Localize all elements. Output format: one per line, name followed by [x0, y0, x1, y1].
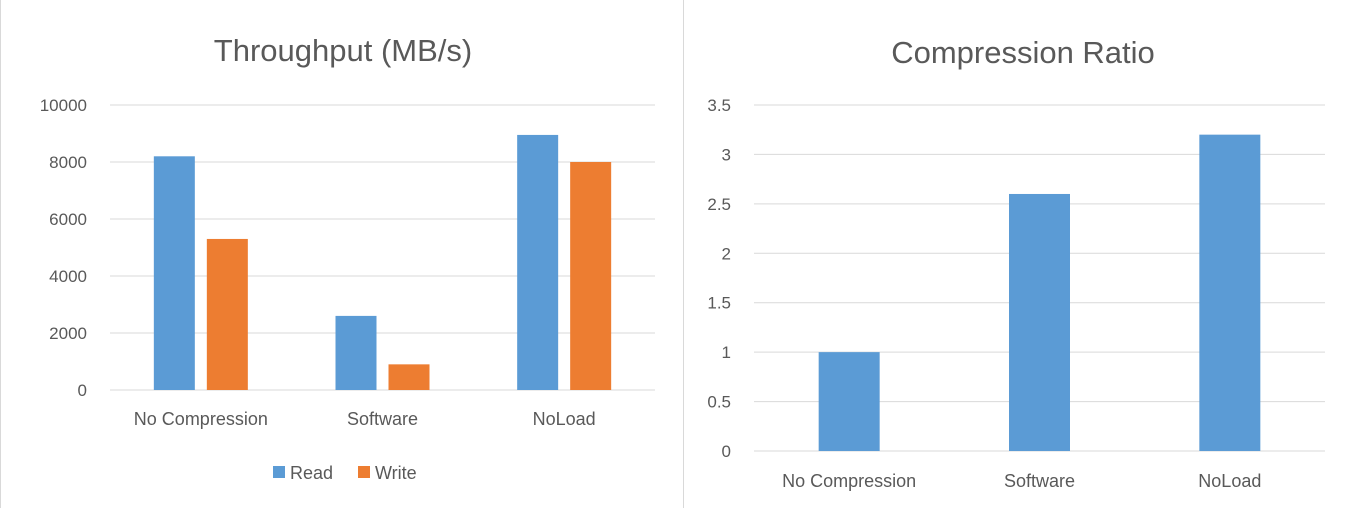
y-tick-label: 3.5: [707, 96, 731, 115]
throughput-chart-panel: Throughput (MB/s) 0 2000 4000 6000 8000 10000…: [0, 0, 655, 508]
legend-label-write: Write: [375, 463, 417, 483]
y-tick-label: 0.5: [707, 393, 731, 412]
legend-swatch-write: [358, 466, 370, 478]
gridlines: [110, 104, 655, 391]
category-label: Software: [347, 409, 418, 429]
legend: Read Write: [273, 463, 417, 483]
compression-ratio-chart-panel: Compression Ratio 0 0.5 1 1.5 2 2.5 3 3.5 No Com…: [683, 0, 1353, 508]
legend-swatch-read: [273, 466, 285, 478]
throughput-chart: Throughput (MB/s) 0 2000 4000 6000 8000 10000…: [40, 33, 655, 483]
y-tick-label: 2000: [49, 324, 87, 343]
y-tick-label: 10000: [40, 96, 87, 115]
y-tick-labels: 0 0.5 1 1.5 2 2.5 3 3.5: [707, 96, 731, 461]
category-label: Software: [1004, 471, 1075, 491]
plot-area: 00.511.522.533.5No Compression Software No…: [707, 96, 1325, 491]
compression-ratio-chart: Compression Ratio 0 0.5 1 1.5 2 2.5 3 3.5 No Com…: [707, 35, 1325, 491]
category-labels: No Compression Software NoLoad: [134, 409, 596, 429]
y-tick-label: 2.5: [707, 195, 731, 214]
bar-value-2: [1199, 134, 1261, 451]
category-label: NoLoad: [533, 409, 596, 429]
y-tick-label: 0: [722, 442, 731, 461]
category-label: No Compression: [782, 471, 916, 491]
y-tick-label: 1: [722, 343, 731, 362]
bar-write-0: [206, 238, 248, 390]
category-labels: No Compression Software NoLoad: [782, 471, 1261, 491]
legend-label-read: Read: [290, 463, 333, 483]
y-tick-label: 8000: [49, 153, 87, 172]
y-tick-label: 1.5: [707, 294, 731, 313]
bar-value-0: [818, 352, 880, 451]
category-label: No Compression: [134, 409, 268, 429]
bar-write-1: [388, 364, 430, 390]
y-tick-label: 2: [722, 244, 731, 263]
y-tick-label: 0: [78, 381, 87, 400]
y-tick-label: 6000: [49, 210, 87, 229]
chart-title: Throughput (MB/s): [214, 33, 472, 68]
y-tick-labels: 0 2000 4000 6000 8000 10000: [40, 96, 87, 400]
chart-title: Compression Ratio: [891, 35, 1155, 70]
y-tick-label: 4000: [49, 267, 87, 286]
bar-write-2: [570, 162, 612, 390]
y-tick-label: 3: [722, 145, 731, 164]
bar-read-1: [335, 315, 377, 390]
category-label: NoLoad: [1198, 471, 1261, 491]
bar-read-2: [517, 134, 559, 390]
bar-value-1: [1009, 193, 1070, 451]
bars: [818, 134, 1261, 451]
bars: [153, 134, 612, 390]
bar-read-0: [153, 156, 195, 390]
